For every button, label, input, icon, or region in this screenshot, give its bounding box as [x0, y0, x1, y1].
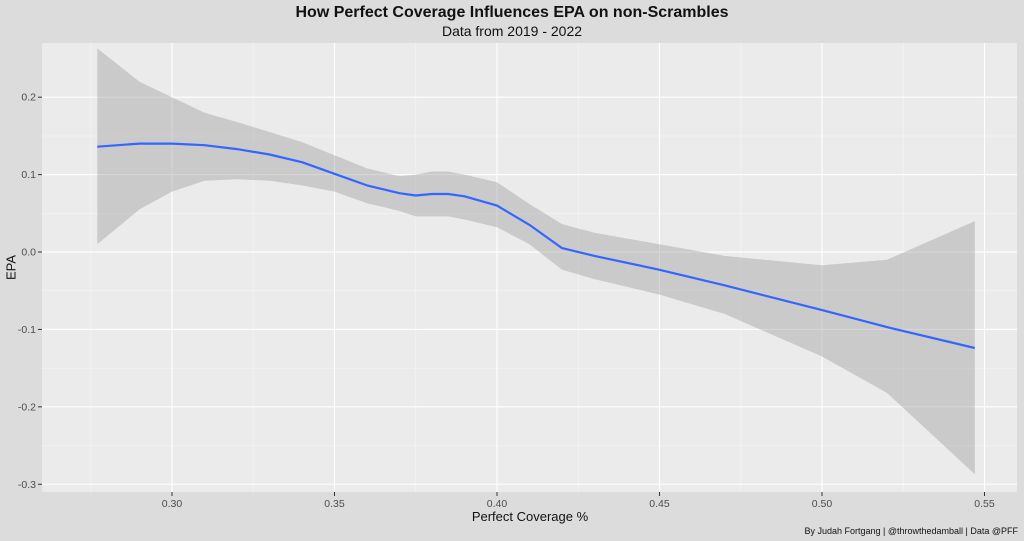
smooth-line-group [97, 142, 976, 350]
grid-lines [42, 43, 1017, 492]
y-tick: -0.2 [18, 401, 42, 413]
y-tick: 0.2 [21, 92, 42, 104]
x-tick: 0.55 [974, 492, 995, 510]
chart-subtitle: Data from 2019 - 2022 [441, 23, 583, 39]
x-tick-label: 0.50 [812, 498, 833, 510]
y-tick-label: -0.3 [18, 479, 36, 491]
x-tick-label: 0.55 [974, 498, 995, 510]
y-axis-ticks: -0.3 -0.2 -0.1 0.0 0.1 0.2 [18, 92, 42, 491]
x-tick: 0.50 [812, 492, 833, 510]
y-tick-label: -0.1 [18, 324, 36, 336]
x-tick: 0.45 [649, 492, 670, 510]
x-tick-label: 0.35 [324, 498, 345, 510]
y-tick-label: 0.1 [21, 169, 36, 181]
y-tick: 0.1 [21, 169, 42, 181]
chart-title: How Perfect Coverage Influences EPA on n… [295, 4, 729, 21]
y-axis-label: EPA [3, 254, 19, 281]
confidence-band [97, 48, 975, 475]
x-tick: 0.30 [162, 492, 183, 510]
x-tick-label: 0.30 [162, 498, 183, 510]
x-tick-label: 0.40 [487, 498, 508, 510]
chart-caption: By Judah Fortgang | @throwthedamball | D… [804, 526, 1018, 536]
y-tick: 0.0 [21, 247, 42, 259]
x-axis-ticks: 0.30 0.35 0.40 0.45 0.50 0.55 [162, 492, 995, 510]
y-tick-label: 0.0 [21, 247, 36, 259]
y-tick-label: -0.2 [18, 401, 36, 413]
x-tick: 0.35 [324, 492, 345, 510]
confidence-band-group [97, 48, 975, 475]
plot-panel [42, 43, 1017, 492]
x-axis-label: Perfect Coverage % [471, 509, 589, 524]
y-tick: -0.1 [18, 324, 42, 336]
x-tick-label: 0.45 [649, 498, 670, 510]
smooth-line [97, 142, 976, 350]
x-tick: 0.40 [487, 492, 508, 510]
y-tick: -0.3 [18, 479, 42, 491]
y-tick-label: 0.2 [21, 92, 36, 104]
